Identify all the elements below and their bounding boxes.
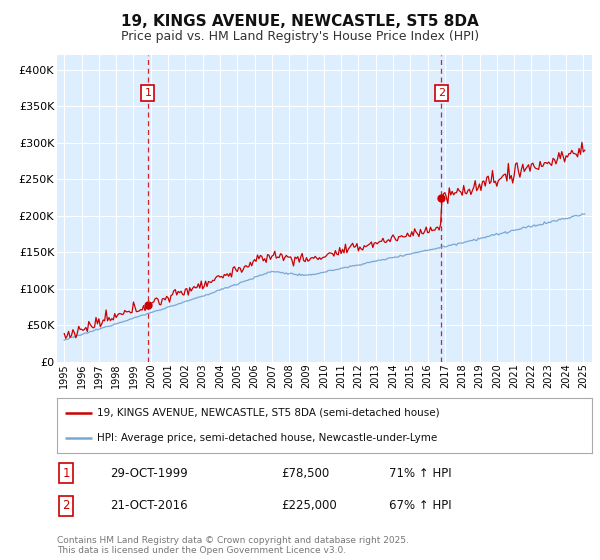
Text: 1: 1 <box>62 466 70 480</box>
Text: Contains HM Land Registry data © Crown copyright and database right 2025.
This d: Contains HM Land Registry data © Crown c… <box>57 535 409 555</box>
Text: 19, KINGS AVENUE, NEWCASTLE, ST5 8DA: 19, KINGS AVENUE, NEWCASTLE, ST5 8DA <box>121 14 479 29</box>
Text: 29-OCT-1999: 29-OCT-1999 <box>110 466 188 480</box>
Text: 67% ↑ HPI: 67% ↑ HPI <box>389 500 451 512</box>
Text: 21-OCT-2016: 21-OCT-2016 <box>110 500 188 512</box>
Text: 19, KINGS AVENUE, NEWCASTLE, ST5 8DA (semi-detached house): 19, KINGS AVENUE, NEWCASTLE, ST5 8DA (se… <box>97 408 440 418</box>
Text: 2: 2 <box>438 88 445 98</box>
Text: £225,000: £225,000 <box>282 500 337 512</box>
Text: HPI: Average price, semi-detached house, Newcastle-under-Lyme: HPI: Average price, semi-detached house,… <box>97 433 437 443</box>
Text: 2: 2 <box>62 500 70 512</box>
Text: 1: 1 <box>145 88 151 98</box>
Text: £78,500: £78,500 <box>282 466 330 480</box>
Text: 71% ↑ HPI: 71% ↑ HPI <box>389 466 451 480</box>
Text: Price paid vs. HM Land Registry's House Price Index (HPI): Price paid vs. HM Land Registry's House … <box>121 30 479 43</box>
